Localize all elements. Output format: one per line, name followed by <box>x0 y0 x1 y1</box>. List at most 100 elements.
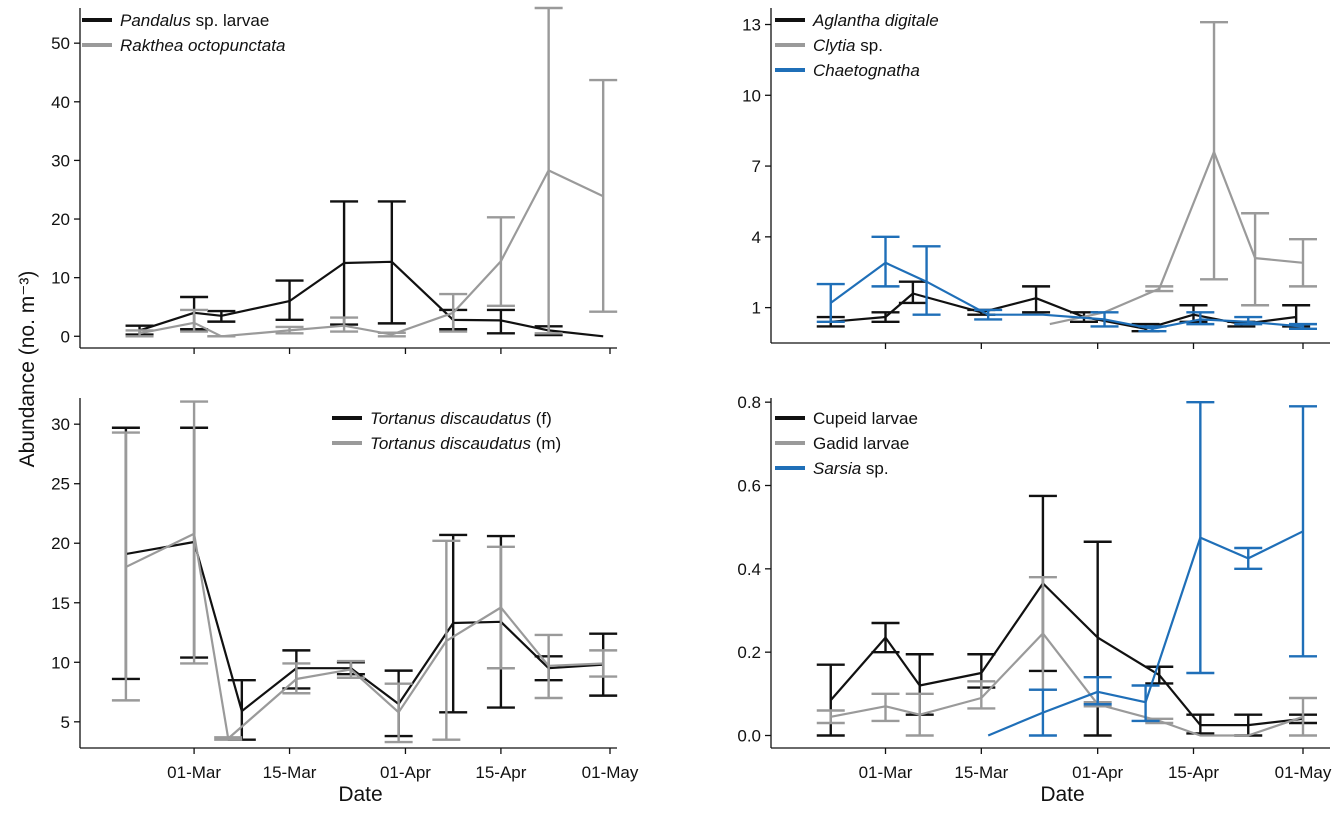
y-tick-label: 13 <box>742 16 761 35</box>
error-bar <box>1138 325 1167 333</box>
error-bar <box>439 533 468 714</box>
error-bar <box>967 680 996 710</box>
legend-entry: Chaetognatha <box>775 61 920 80</box>
shared-y-axis-label: Abundance (no. m⁻³) <box>16 271 39 468</box>
error-bar <box>377 200 406 325</box>
error-bar <box>1289 322 1317 331</box>
error-bar <box>1145 285 1174 293</box>
legend-label-name: Chaetognatha <box>813 61 920 80</box>
panel-bottom-left: 5 10 15 20 25 30 01-Mar 15-Mar 01-Apr 15-Apr 01-Ma… <box>51 398 639 806</box>
error-bar <box>214 736 243 741</box>
x-axis-label: Date <box>338 783 382 806</box>
error-bar <box>589 78 618 313</box>
series-sarsia <box>987 400 1317 737</box>
error-bar <box>534 6 563 335</box>
legend-label: Aglantha digitale <box>812 11 939 30</box>
error-bar <box>912 245 941 316</box>
legend-label-suffix: sp. larvae <box>191 11 269 30</box>
series-line <box>139 260 604 338</box>
legend-label: Clytia sp. <box>813 36 883 55</box>
series-line <box>830 261 1304 330</box>
x-tick-label: 01-Mar <box>859 763 913 782</box>
error-bar <box>1022 285 1051 314</box>
legend-label: Pandalus sp. larvae <box>120 11 269 30</box>
legend-label: Sarsia sp. <box>813 459 889 478</box>
x-tick-label: 01-Apr <box>380 763 431 782</box>
series-cupeid-larvae <box>816 494 1317 737</box>
panel-top-right: 1 4 7 10 13 Aglantha digitale Clytia sp. Chaeto… <box>742 8 1330 349</box>
y-tick-label: 0 <box>61 327 70 346</box>
legend-label: Rakthea octopunctata <box>120 36 285 55</box>
error-bar <box>1200 20 1229 281</box>
error-bar <box>432 539 461 741</box>
series-pandalus <box>125 200 604 338</box>
y-tick-label: 15 <box>51 594 70 613</box>
series-gadid-larvae <box>816 575 1317 737</box>
legend-entry: Cupeid larvae <box>775 409 918 428</box>
x-tick-label: 01-May <box>582 763 639 782</box>
error-bar <box>1234 315 1263 326</box>
legend-entry: Aglantha digitale <box>775 11 939 30</box>
error-bar <box>1186 311 1215 326</box>
legend-label: Tortanus discaudatus (f) <box>370 409 552 428</box>
legend-label-name: Pandalus <box>120 11 191 30</box>
error-bar <box>1241 212 1270 307</box>
error-bar <box>816 282 845 323</box>
legend-label-name: Cupeid larvae <box>813 409 918 428</box>
error-bar <box>282 662 311 695</box>
y-tick-label: 30 <box>51 151 70 170</box>
legend-label-name: Tortanus discaudatus <box>370 434 531 453</box>
y-tick-label: 1 <box>752 299 761 318</box>
error-bar <box>1234 546 1263 571</box>
legend-label-suffix: (f) <box>531 409 552 428</box>
series-line <box>830 632 1304 737</box>
error-bar <box>871 235 900 288</box>
error-bar <box>227 678 256 741</box>
error-bar <box>1289 696 1317 737</box>
error-bar <box>486 308 515 335</box>
series-tortanus-discaudatus <box>111 400 618 744</box>
error-bar <box>180 400 209 665</box>
y-tick-label: 10 <box>51 653 70 672</box>
error-bar <box>816 709 845 725</box>
legend-label: Cupeid larvae <box>813 409 918 428</box>
legend-label-name: Rakthea octopunctata <box>120 36 285 55</box>
series-line <box>830 292 1297 330</box>
legend-label: Tortanus discaudatus (m) <box>370 434 561 453</box>
x-axis-label: Date <box>1040 783 1084 806</box>
x-tick-label: 15-Apr <box>1168 763 1219 782</box>
legend-label-suffix: sp. <box>861 459 888 478</box>
error-bar <box>486 545 515 670</box>
error-bar <box>336 659 365 679</box>
y-tick-label: 10 <box>742 86 761 105</box>
error-bar <box>871 621 900 654</box>
error-bar <box>1131 684 1160 723</box>
series-line <box>139 169 604 338</box>
legend-entry: Tortanus discaudatus (m) <box>332 434 561 453</box>
legend-entry: Pandalus sp. larvae <box>82 11 269 30</box>
y-tick-label: 0.0 <box>737 727 761 746</box>
series-line <box>1049 150 1304 326</box>
error-bar <box>180 308 209 333</box>
y-tick-label: 0.8 <box>737 393 761 412</box>
series-line <box>125 532 604 740</box>
error-bar <box>377 331 406 338</box>
error-bar <box>871 311 900 323</box>
error-bar <box>1186 400 1215 675</box>
error-bar <box>534 633 563 700</box>
error-bar <box>1289 237 1317 288</box>
error-bar <box>898 280 927 305</box>
x-tick-label: 15-Apr <box>475 763 526 782</box>
y-tick-label: 25 <box>51 475 70 494</box>
panel-top-left: 0 10 20 30 40 50 Pandalus sp. larvae Rakthea oc… <box>51 6 618 354</box>
error-bar <box>439 292 468 333</box>
legend-entry: Sarsia sp. <box>775 459 889 478</box>
y-tick-label: 50 <box>51 34 70 53</box>
error-bar <box>111 431 140 702</box>
y-tick-label: 4 <box>752 228 761 247</box>
y-tick-label: 10 <box>51 269 70 288</box>
error-bar <box>905 692 934 737</box>
legend-label-suffix: sp. <box>856 36 883 55</box>
error-bar <box>816 663 845 737</box>
